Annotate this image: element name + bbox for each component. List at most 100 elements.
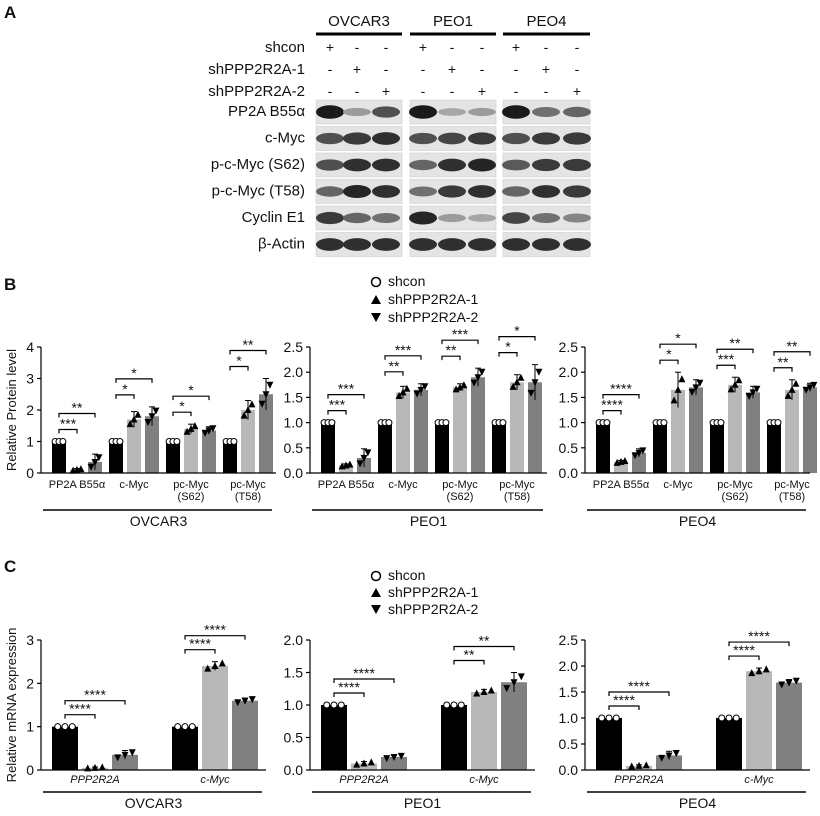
y-tick-label: 0	[26, 465, 34, 481]
data-point-triangle	[487, 686, 495, 694]
condition-label: shcon	[265, 39, 305, 56]
significance-label: ****	[613, 692, 635, 708]
condition-sign: +	[478, 83, 486, 99]
cell-line-label: PEO1	[410, 513, 448, 529]
data-point-inverted-triangle	[205, 427, 213, 435]
significance-label: **	[243, 337, 254, 353]
blot-band	[502, 159, 530, 171]
data-point-inverted-triangle	[517, 673, 525, 681]
bar	[339, 465, 353, 473]
condition-sign: -	[450, 83, 455, 99]
data-point-circle	[725, 714, 733, 722]
data-point-inverted-triangle	[745, 392, 753, 400]
data-point-triangle	[191, 422, 199, 430]
y-tick-label: 1.0	[559, 415, 579, 431]
category-label: c-Myc	[388, 479, 418, 491]
y-tick-label: 3	[26, 632, 34, 648]
data-point-inverted-triangle	[413, 390, 421, 398]
significance-label: ****	[628, 678, 650, 694]
data-point-inverted-triangle	[148, 413, 156, 421]
chart-peo1: 0.00.51.01.52.0********PPP2R2A****c-MycP…	[284, 632, 535, 811]
data-point-triangle	[727, 385, 735, 393]
cell-line-label: PEO4	[679, 513, 717, 529]
significance-label: ***	[452, 326, 469, 342]
category-label: PP2A B55α	[318, 479, 375, 491]
data-point-triangle	[621, 457, 629, 465]
significance-label: *	[236, 353, 242, 369]
data-point-triangle	[735, 376, 743, 384]
data-point-circle	[337, 701, 345, 709]
blot-band	[563, 106, 591, 118]
blot-band	[343, 184, 371, 199]
data-point-triangle	[480, 688, 488, 695]
blot-band	[563, 185, 591, 198]
cell-line-header: PEO1	[433, 13, 473, 30]
y-tick-label: 1.5	[559, 389, 579, 405]
bar	[596, 718, 622, 770]
data-point-triangle	[628, 762, 636, 770]
data-point-circle	[116, 438, 124, 445]
legend-b: shcon shPPP2R2A-1 shPPP2R2A-2	[370, 273, 478, 325]
data-point-inverted-triangle	[121, 751, 129, 759]
data-point-inverted-triangle	[503, 685, 511, 693]
condition-sign: -	[328, 61, 333, 77]
significance-label: **	[72, 400, 83, 416]
condition-sign: -	[480, 61, 485, 77]
data-point-circle	[328, 419, 336, 427]
significance-bracket	[115, 378, 153, 383]
legend-inverted-triangle-marker	[371, 605, 381, 614]
bar	[785, 389, 799, 473]
significance-bracket	[602, 394, 640, 399]
western-blot-panel: OVCAR3 PEO1 PEO4 shcon + - - + - - + - - shPPP2R2A-1 -…	[208, 13, 591, 257]
data-point-triangle	[635, 761, 643, 769]
condition-sign: -	[355, 39, 360, 55]
blot-band	[372, 213, 400, 223]
data-point-inverted-triangle	[696, 379, 704, 387]
data-point-circle	[457, 701, 465, 709]
y-tick-label: 1.5	[559, 684, 579, 700]
blot-band	[532, 238, 560, 251]
data-point-inverted-triangle	[87, 463, 95, 471]
y-tick-label: 1.5	[284, 389, 304, 405]
bar	[172, 726, 198, 770]
data-point-circle	[181, 723, 189, 731]
significance-bracket	[333, 678, 395, 683]
data-point-circle	[443, 701, 451, 709]
condition-sign: -	[384, 61, 389, 77]
category-label: pc-Myc	[499, 479, 535, 491]
blot-label: p-c-Myc (T58)	[212, 183, 305, 200]
data-point-inverted-triangle	[635, 449, 643, 457]
data-point-inverted-triangle	[397, 752, 405, 760]
y-tick-label: 2	[26, 675, 34, 691]
data-point-inverted-triangle	[785, 679, 793, 687]
bar	[232, 700, 258, 770]
data-point-inverted-triangle	[152, 407, 160, 415]
data-point-circle	[230, 438, 238, 445]
blot-band	[468, 158, 496, 172]
data-point-inverted-triangle	[360, 454, 368, 462]
data-point-triangle	[360, 759, 368, 767]
data-point-triangle	[367, 758, 375, 766]
blot-band	[316, 238, 344, 251]
significance-label: **	[446, 342, 457, 358]
significance-label: **	[730, 335, 741, 351]
blot-band	[372, 158, 400, 172]
condition-sign: -	[450, 39, 455, 55]
significance-label: ****	[189, 636, 211, 652]
condition-sign: +	[326, 39, 334, 55]
condition-sign: -	[575, 61, 580, 77]
data-point-inverted-triangle	[470, 379, 478, 387]
blot-band	[468, 214, 496, 222]
data-point-inverted-triangle	[749, 389, 757, 397]
data-point-triangle	[456, 383, 464, 391]
condition-sign: -	[544, 83, 549, 99]
y-tick-label: 0.5	[284, 730, 304, 746]
data-point-circle	[323, 701, 331, 709]
data-point-inverted-triangle	[531, 379, 539, 387]
condition-sign: -	[421, 61, 426, 77]
y-tick-label: 2.0	[559, 364, 579, 380]
data-point-circle	[54, 723, 62, 731]
cell-line-label: PEO4	[679, 795, 717, 811]
data-point-triangle	[134, 410, 142, 418]
